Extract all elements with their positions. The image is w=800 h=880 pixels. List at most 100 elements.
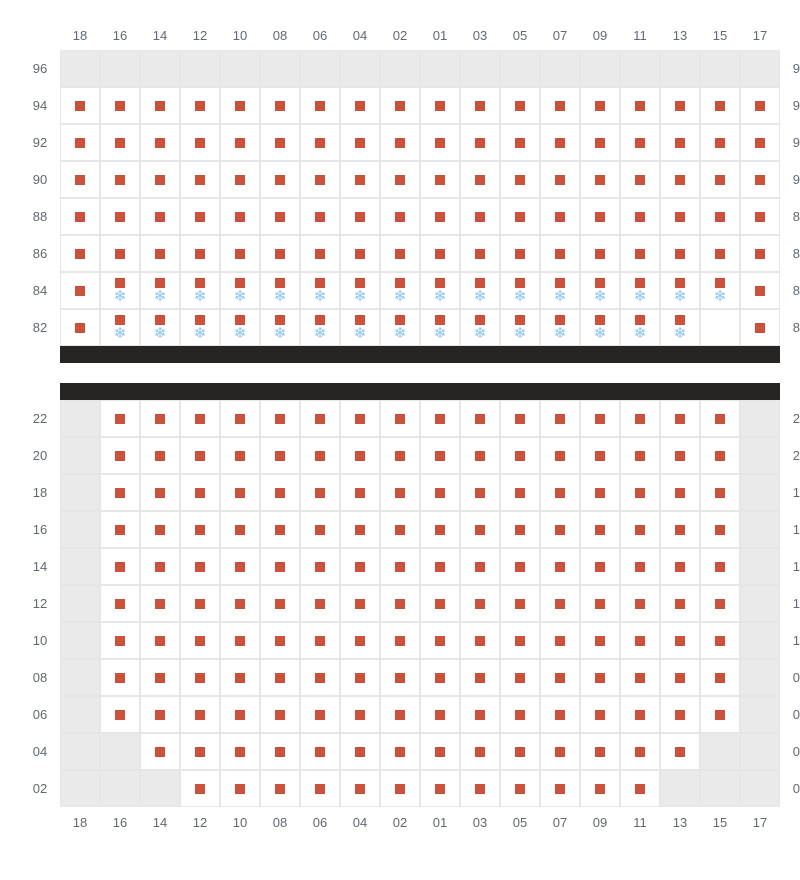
seat[interactable] — [340, 235, 380, 272]
seat[interactable] — [100, 474, 140, 511]
seat[interactable] — [580, 474, 620, 511]
seat[interactable] — [100, 400, 140, 437]
seat[interactable] — [620, 474, 660, 511]
seat[interactable] — [300, 622, 340, 659]
seat[interactable] — [260, 124, 300, 161]
seat-cooled[interactable]: ❄ — [140, 272, 180, 309]
seat[interactable] — [180, 161, 220, 198]
seat[interactable] — [620, 124, 660, 161]
seat-cooled[interactable]: ❄ — [260, 309, 300, 346]
seat[interactable] — [60, 161, 100, 198]
seat[interactable] — [660, 659, 700, 696]
seat-cooled[interactable]: ❄ — [660, 272, 700, 309]
seat-cooled[interactable]: ❄ — [300, 309, 340, 346]
seat[interactable] — [300, 659, 340, 696]
seat[interactable] — [180, 474, 220, 511]
seat[interactable] — [220, 437, 260, 474]
seat[interactable] — [660, 733, 700, 770]
seat[interactable] — [540, 770, 580, 807]
seat[interactable] — [260, 161, 300, 198]
seat-cooled[interactable]: ❄ — [460, 272, 500, 309]
seat[interactable] — [460, 733, 500, 770]
seat[interactable] — [500, 161, 540, 198]
seat-cooled[interactable]: ❄ — [220, 309, 260, 346]
seat-cooled[interactable]: ❄ — [580, 309, 620, 346]
seat[interactable] — [180, 733, 220, 770]
seat-cooled[interactable]: ❄ — [380, 272, 420, 309]
seat[interactable] — [220, 622, 260, 659]
seat[interactable] — [100, 659, 140, 696]
seat-cooled[interactable]: ❄ — [700, 272, 740, 309]
seat[interactable] — [540, 696, 580, 733]
seat[interactable] — [180, 437, 220, 474]
seat[interactable] — [700, 124, 740, 161]
seat[interactable] — [460, 696, 500, 733]
seat[interactable] — [380, 437, 420, 474]
seat[interactable] — [260, 659, 300, 696]
seat[interactable] — [60, 198, 100, 235]
seat[interactable] — [140, 511, 180, 548]
seat[interactable] — [540, 124, 580, 161]
seat[interactable] — [380, 659, 420, 696]
seat-cooled[interactable]: ❄ — [540, 309, 580, 346]
seat[interactable] — [460, 198, 500, 235]
seat[interactable] — [580, 87, 620, 124]
seat[interactable] — [300, 124, 340, 161]
seat[interactable] — [300, 511, 340, 548]
seat[interactable] — [140, 124, 180, 161]
seat[interactable] — [300, 87, 340, 124]
seat[interactable] — [180, 770, 220, 807]
seat[interactable] — [340, 474, 380, 511]
seat[interactable] — [300, 437, 340, 474]
seat[interactable] — [620, 235, 660, 272]
seat-cooled[interactable]: ❄ — [580, 272, 620, 309]
seat[interactable] — [180, 585, 220, 622]
seat[interactable] — [660, 511, 700, 548]
seat[interactable] — [620, 585, 660, 622]
seat[interactable] — [380, 622, 420, 659]
seat[interactable] — [380, 400, 420, 437]
seat[interactable] — [660, 474, 700, 511]
seat[interactable] — [420, 87, 460, 124]
seat[interactable] — [180, 622, 220, 659]
seat[interactable] — [620, 659, 660, 696]
seat[interactable] — [540, 235, 580, 272]
seat[interactable] — [660, 548, 700, 585]
seat[interactable] — [260, 511, 300, 548]
seat[interactable] — [540, 659, 580, 696]
seat[interactable] — [580, 198, 620, 235]
seat[interactable] — [540, 548, 580, 585]
seat[interactable] — [380, 87, 420, 124]
seat[interactable] — [500, 770, 540, 807]
seat[interactable] — [380, 770, 420, 807]
seat[interactable] — [700, 235, 740, 272]
seat[interactable] — [340, 585, 380, 622]
seat[interactable] — [740, 87, 780, 124]
seat[interactable] — [460, 474, 500, 511]
seat[interactable] — [380, 585, 420, 622]
seat[interactable] — [460, 161, 500, 198]
seat-cooled[interactable]: ❄ — [620, 272, 660, 309]
seat[interactable] — [180, 696, 220, 733]
seat[interactable] — [700, 161, 740, 198]
seat[interactable] — [140, 659, 180, 696]
seat[interactable] — [580, 548, 620, 585]
seat-cooled[interactable]: ❄ — [300, 272, 340, 309]
seat[interactable] — [460, 400, 500, 437]
seat[interactable] — [540, 198, 580, 235]
seat-cooled[interactable]: ❄ — [220, 272, 260, 309]
seat[interactable] — [700, 511, 740, 548]
seat[interactable] — [660, 622, 700, 659]
seat[interactable] — [220, 400, 260, 437]
seat[interactable] — [300, 585, 340, 622]
seat[interactable] — [580, 585, 620, 622]
seat[interactable] — [460, 124, 500, 161]
seat[interactable] — [300, 198, 340, 235]
seat[interactable] — [500, 87, 540, 124]
seat[interactable] — [180, 400, 220, 437]
seat-cooled[interactable]: ❄ — [420, 309, 460, 346]
seat[interactable] — [580, 437, 620, 474]
seat[interactable] — [660, 235, 700, 272]
seat[interactable] — [340, 198, 380, 235]
seat[interactable] — [420, 161, 460, 198]
